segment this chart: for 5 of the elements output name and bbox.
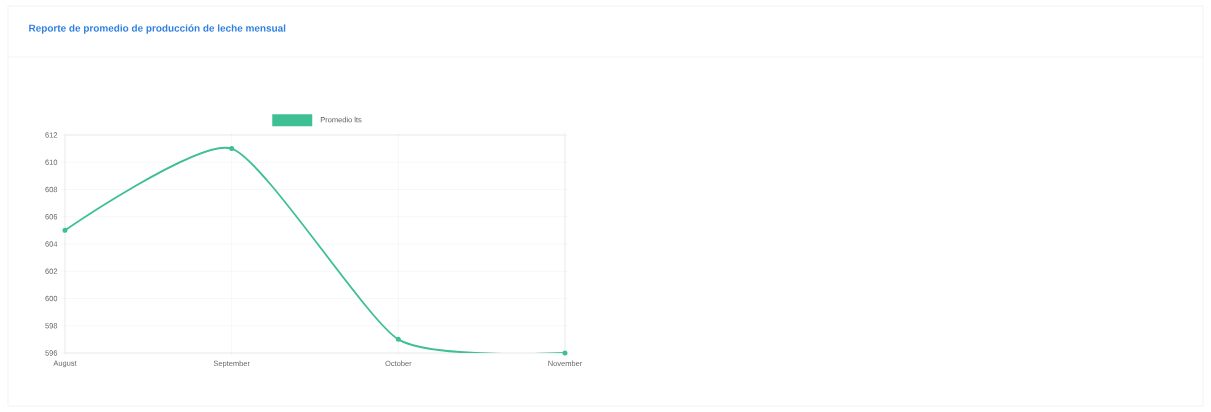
point — [62, 227, 68, 233]
point — [562, 350, 568, 356]
point — [229, 146, 235, 152]
point — [395, 336, 401, 342]
chart-title: Reporte de promedio de producción de leche mensual — [29, 24, 286, 34]
